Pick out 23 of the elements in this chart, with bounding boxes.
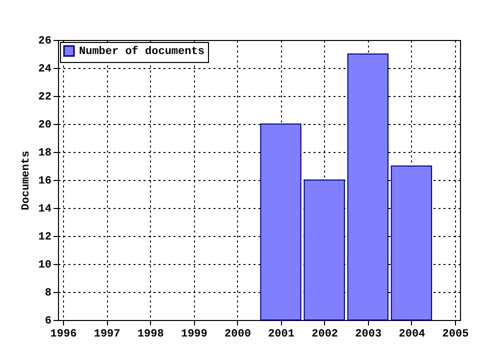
y-tick-label: 6 bbox=[44, 316, 52, 328]
y-tick-label: 14 bbox=[38, 204, 52, 216]
x-tick-label: 2000 bbox=[224, 328, 251, 340]
y-tick-label: 22 bbox=[38, 92, 52, 104]
y-tick-label: 18 bbox=[38, 148, 52, 160]
x-tick-label: 1998 bbox=[137, 328, 164, 340]
y-tick-label: 12 bbox=[38, 232, 52, 244]
x-tick-label: 1997 bbox=[94, 328, 120, 340]
y-tick-label: 10 bbox=[38, 260, 52, 272]
x-tick-label: 2003 bbox=[355, 328, 382, 340]
y-tick-label: 20 bbox=[38, 120, 52, 132]
x-tick-label: 2004 bbox=[398, 328, 426, 340]
x-tick-label: 2002 bbox=[312, 328, 338, 340]
x-tick-label: 2001 bbox=[268, 328, 295, 340]
legend-label: Number of documents bbox=[79, 45, 204, 58]
y-tick-label: 16 bbox=[38, 176, 52, 188]
y-axis-title: Documents bbox=[20, 150, 32, 210]
x-tick-label: 1996 bbox=[50, 328, 77, 340]
y-tick-label: 26 bbox=[38, 36, 52, 48]
x-tick-label: 2005 bbox=[442, 328, 470, 340]
y-tick-label: 24 bbox=[38, 64, 52, 76]
y-tick-label: 8 bbox=[44, 288, 52, 300]
x-tick-label: 1999 bbox=[180, 328, 208, 340]
